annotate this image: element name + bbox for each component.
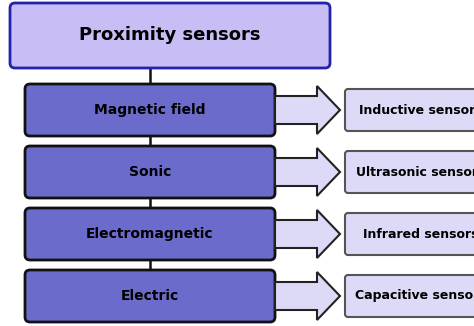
FancyBboxPatch shape bbox=[345, 213, 474, 255]
FancyBboxPatch shape bbox=[345, 275, 474, 317]
Text: Sonic: Sonic bbox=[129, 165, 171, 179]
Text: Magnetic field: Magnetic field bbox=[94, 103, 206, 117]
Polygon shape bbox=[275, 210, 340, 258]
Polygon shape bbox=[275, 86, 340, 134]
Text: Capacitive sensors: Capacitive sensors bbox=[355, 289, 474, 303]
FancyBboxPatch shape bbox=[10, 3, 330, 68]
Polygon shape bbox=[275, 148, 340, 196]
Polygon shape bbox=[275, 272, 340, 320]
FancyBboxPatch shape bbox=[25, 208, 275, 260]
FancyBboxPatch shape bbox=[345, 151, 474, 193]
Text: Proximity sensors: Proximity sensors bbox=[79, 26, 261, 45]
FancyBboxPatch shape bbox=[25, 84, 275, 136]
Text: Ultrasonic sensors: Ultrasonic sensors bbox=[356, 166, 474, 179]
Text: Electric: Electric bbox=[121, 289, 179, 303]
FancyBboxPatch shape bbox=[345, 89, 474, 131]
Text: Electromagnetic: Electromagnetic bbox=[86, 227, 214, 241]
FancyBboxPatch shape bbox=[25, 270, 275, 322]
FancyBboxPatch shape bbox=[25, 146, 275, 198]
Text: Inductive sensors: Inductive sensors bbox=[359, 103, 474, 116]
Text: Infrared sensors: Infrared sensors bbox=[363, 228, 474, 241]
